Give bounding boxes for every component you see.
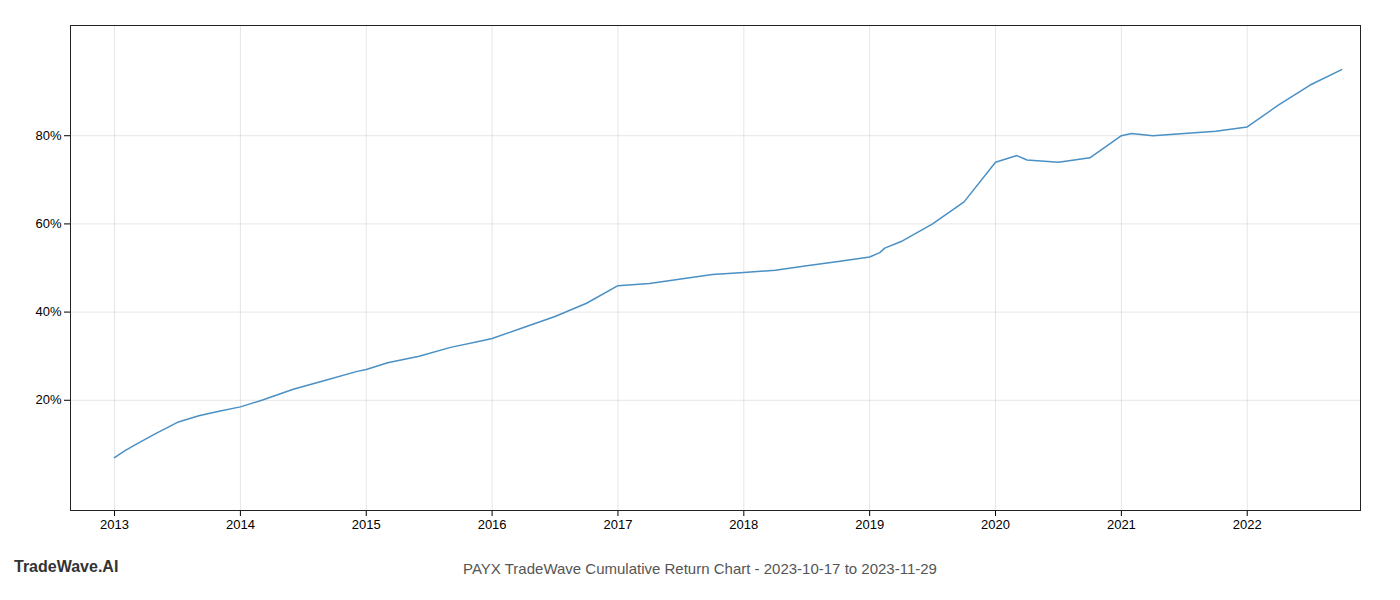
svg-text:2021: 2021 xyxy=(1107,517,1136,532)
svg-text:40%: 40% xyxy=(35,304,61,319)
svg-text:20%: 20% xyxy=(35,392,61,407)
svg-text:2014: 2014 xyxy=(226,517,255,532)
svg-text:2016: 2016 xyxy=(478,517,507,532)
svg-text:2022: 2022 xyxy=(1233,517,1262,532)
svg-text:2020: 2020 xyxy=(981,517,1010,532)
html-text:PAYX TradeWave Cumulative Retu: PAYX TradeWave Cumulative Return Chart -… xyxy=(463,560,937,577)
svg-text:2015: 2015 xyxy=(352,517,381,532)
svg-text:2013: 2013 xyxy=(100,517,129,532)
html-text:TradeWave.AI: TradeWave.AI xyxy=(14,558,119,575)
svg-text:60%: 60% xyxy=(35,216,61,231)
svg-text:80%: 80% xyxy=(35,128,61,143)
svg-text:2019: 2019 xyxy=(855,517,884,532)
svg-text:2017: 2017 xyxy=(604,517,633,532)
svg-text:2018: 2018 xyxy=(729,517,758,532)
